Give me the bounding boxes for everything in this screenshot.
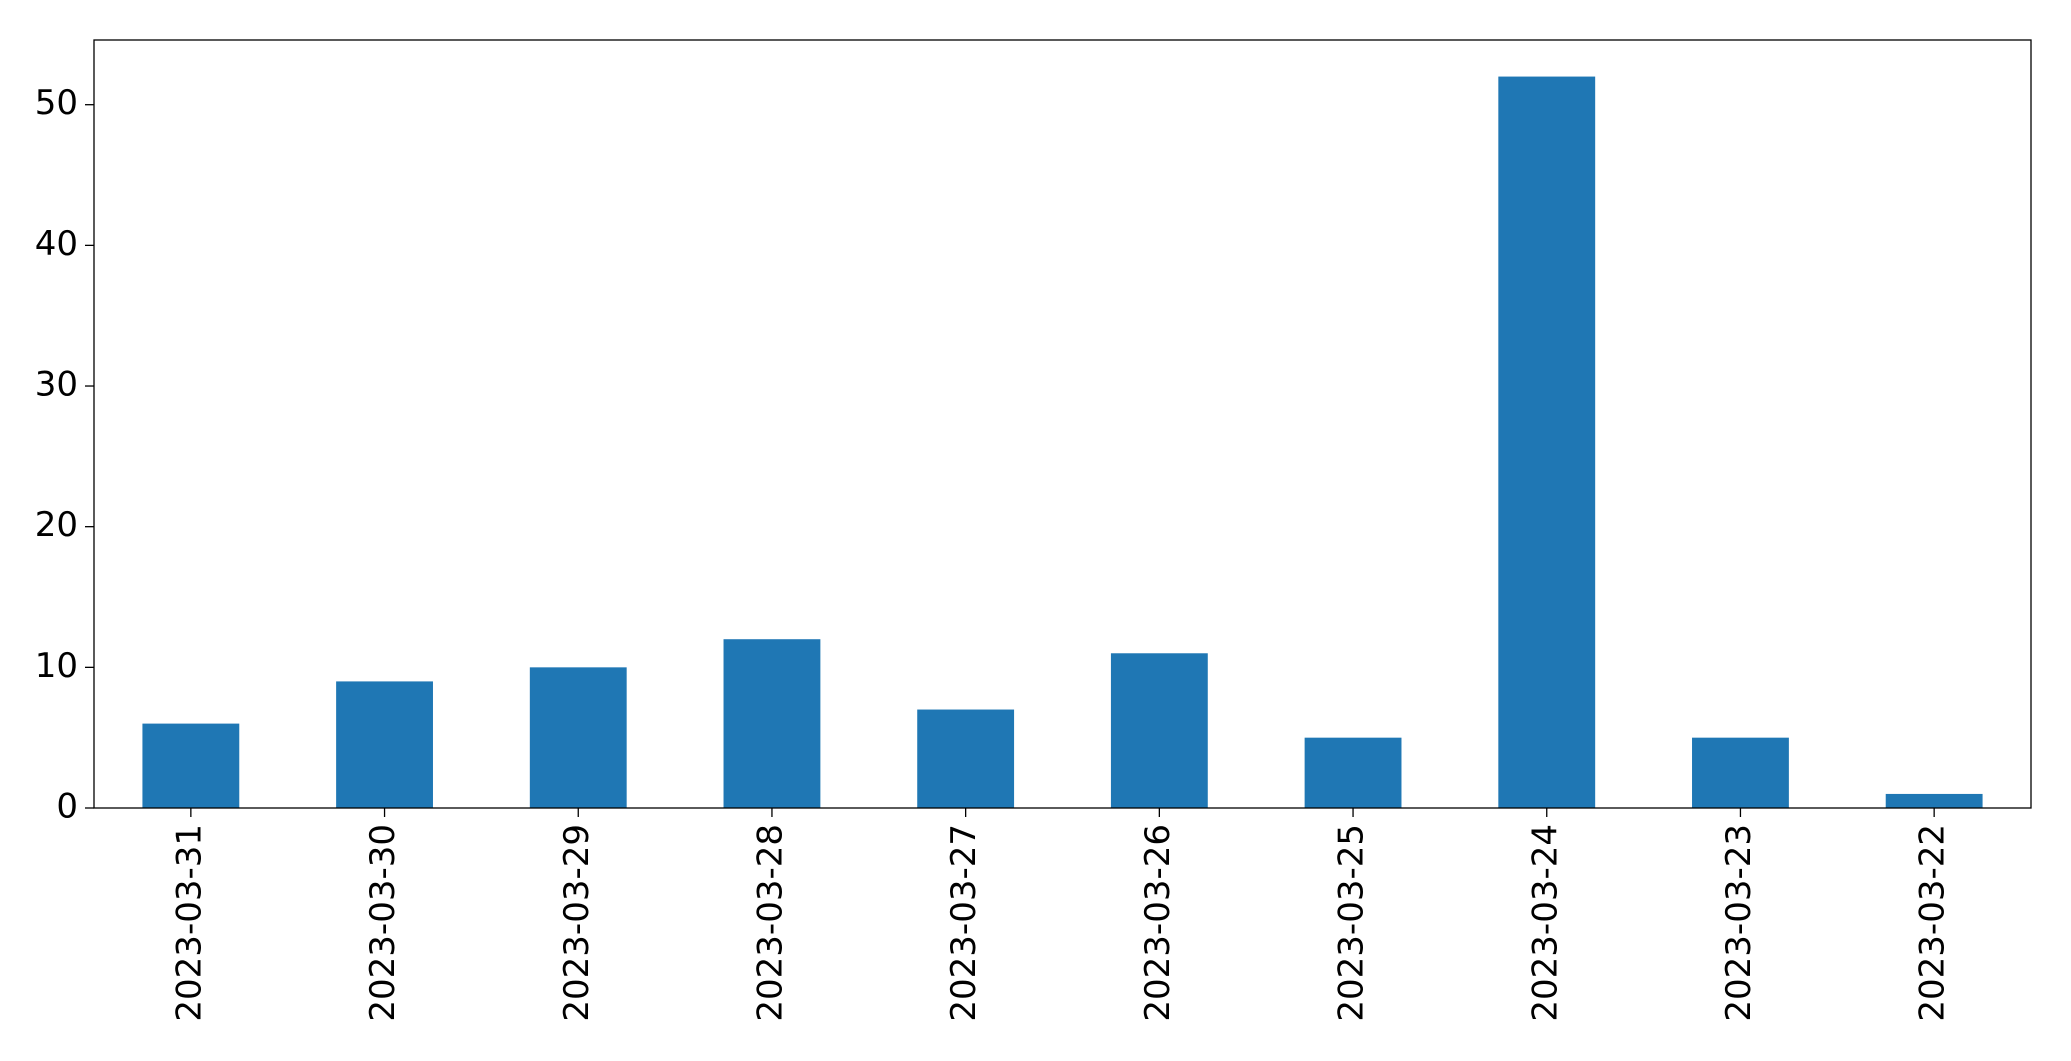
y-tick-label: 30 — [35, 365, 78, 405]
x-tick-label: 2023-03-27 — [944, 824, 984, 1022]
bar — [336, 681, 433, 808]
bar — [723, 639, 821, 808]
y-tick-label: 0 — [56, 787, 78, 827]
bar — [142, 723, 240, 808]
y-tick-label: 20 — [35, 505, 78, 545]
x-tick-label: 2023-03-24 — [1525, 824, 1565, 1022]
x-tick-label: 2023-03-23 — [1719, 824, 1759, 1022]
bar — [917, 709, 1015, 808]
bar — [1498, 76, 1596, 809]
bar — [1692, 737, 1789, 808]
bar — [1885, 793, 1983, 808]
x-tick-label: 2023-03-26 — [1138, 824, 1178, 1022]
x-tick-label: 2023-03-31 — [169, 824, 209, 1022]
y-tick-label: 40 — [35, 224, 78, 264]
bar — [1110, 653, 1208, 808]
y-tick-label: 50 — [35, 83, 78, 123]
x-tick-label: 2023-03-25 — [1332, 824, 1372, 1022]
x-tick-label: 2023-03-30 — [363, 824, 403, 1022]
x-tick-label: 2023-03-28 — [750, 824, 790, 1022]
bar — [529, 667, 627, 808]
x-tick-label: 2023-03-29 — [557, 824, 597, 1022]
y-tick-label: 10 — [35, 646, 78, 686]
bar — [1304, 737, 1402, 808]
x-tick-label: 2023-03-22 — [1913, 824, 1953, 1022]
plot-frame — [93, 39, 2032, 809]
